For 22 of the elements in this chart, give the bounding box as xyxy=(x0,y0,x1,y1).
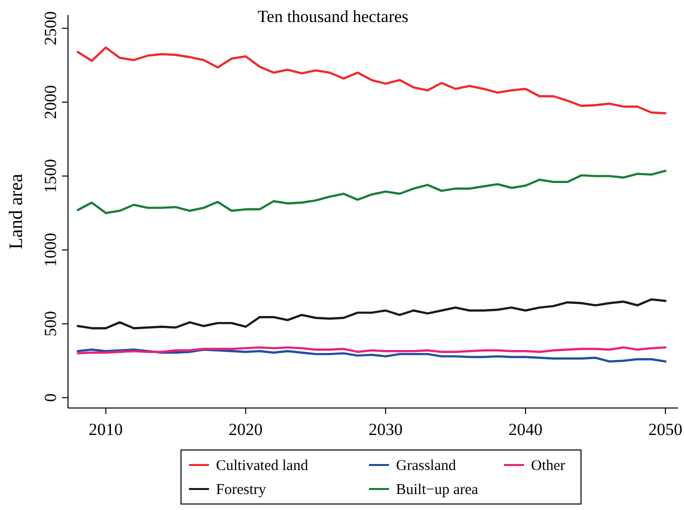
legend-label: Other xyxy=(531,458,566,474)
line-series xyxy=(76,46,667,114)
y-tick-label: 1500 xyxy=(41,159,60,194)
y-tick-label: 2500 xyxy=(41,11,60,46)
y-axis-title: Land area xyxy=(6,173,27,250)
chart-title: Ten thousand hectares xyxy=(258,7,408,26)
line-series xyxy=(76,348,667,363)
legend-label: Built−up area xyxy=(396,482,479,498)
legend-label: Cultivated land xyxy=(216,458,309,474)
legend-label: Grassland xyxy=(396,458,456,474)
x-tick-label: 2040 xyxy=(508,420,542,439)
y-tick-label: 500 xyxy=(41,311,60,337)
y-tick-label: 0 xyxy=(41,393,60,402)
x-tick-label: 2010 xyxy=(88,420,123,439)
x-tick-label: 2030 xyxy=(368,420,403,439)
x-tick-label: 2050 xyxy=(648,420,682,439)
x-tick-label: 2020 xyxy=(228,420,263,439)
legend-label: Forestry xyxy=(216,482,266,498)
y-tick-label: 1000 xyxy=(41,232,60,267)
y-tick-label: 2000 xyxy=(41,85,60,120)
line-series xyxy=(76,170,667,214)
line-series xyxy=(76,298,667,330)
